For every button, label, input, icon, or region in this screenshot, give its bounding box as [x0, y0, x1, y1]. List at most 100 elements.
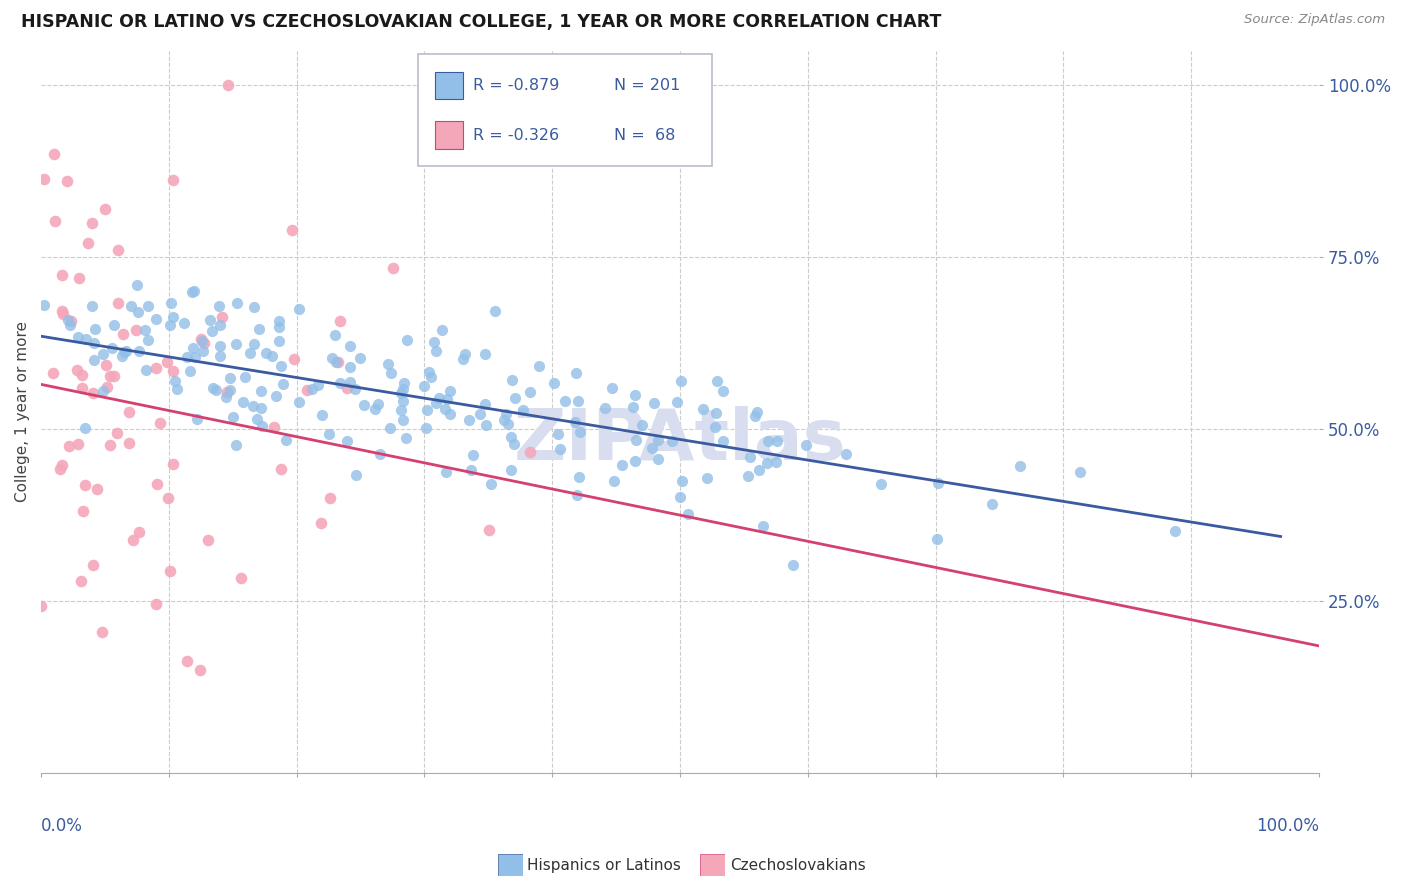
- Text: Hispanics or Latinos: Hispanics or Latinos: [527, 858, 681, 872]
- Point: [706, 374, 728, 388]
- Point: [149, 416, 172, 430]
- Point: [215, 390, 238, 404]
- Point: [229, 571, 252, 585]
- Point: [145, 597, 167, 611]
- Text: 100.0%: 100.0%: [1256, 816, 1319, 835]
- Point: [492, 413, 515, 427]
- Point: [370, 447, 392, 461]
- Point: [395, 431, 418, 445]
- Point: [380, 366, 402, 380]
- Point: [756, 456, 779, 470]
- Point: [112, 326, 135, 341]
- Point: [547, 427, 569, 442]
- Point: [198, 312, 221, 326]
- Point: [191, 344, 214, 359]
- Point: [711, 434, 734, 448]
- Point: [98, 438, 121, 452]
- Point: [1164, 524, 1187, 539]
- Point: [51, 268, 73, 282]
- Point: [209, 338, 232, 352]
- Point: [205, 383, 228, 397]
- Bar: [434, 121, 463, 149]
- Point: [395, 333, 418, 347]
- Point: [105, 426, 128, 441]
- Text: R = -0.879: R = -0.879: [472, 78, 560, 93]
- Point: [318, 427, 340, 442]
- Point: [225, 438, 247, 452]
- Point: [128, 343, 150, 358]
- Point: [70, 368, 93, 382]
- Point: [225, 337, 247, 351]
- Point: [66, 363, 89, 377]
- Point: [336, 381, 359, 395]
- Point: [416, 402, 439, 417]
- Point: [519, 444, 541, 458]
- Point: [610, 458, 633, 472]
- Point: [329, 313, 352, 327]
- Point: [451, 351, 474, 366]
- Point: [630, 418, 652, 433]
- Point: [569, 425, 592, 440]
- Point: [478, 523, 501, 537]
- Point: [274, 433, 297, 447]
- Point: [269, 314, 291, 328]
- Point: [101, 341, 124, 355]
- Point: [118, 435, 141, 450]
- Point: [499, 430, 522, 444]
- Point: [794, 438, 817, 452]
- Point: [505, 391, 527, 405]
- Point: [193, 336, 215, 351]
- Point: [378, 421, 401, 435]
- Point: [271, 376, 294, 391]
- Point: [247, 321, 270, 335]
- Point: [430, 323, 453, 337]
- Point: [624, 388, 647, 402]
- Point: [69, 270, 91, 285]
- Point: [425, 343, 447, 358]
- Point: [377, 357, 399, 371]
- Point: [382, 260, 405, 275]
- Point: [756, 434, 779, 449]
- Point: [145, 360, 167, 375]
- Point: [418, 365, 440, 379]
- FancyBboxPatch shape: [418, 54, 711, 166]
- Point: [103, 318, 125, 332]
- Text: HISPANIC OR LATINO VS CZECHOSLOVAKIAN COLLEGE, 1 YEAR OR MORE CORRELATION CHART: HISPANIC OR LATINO VS CZECHOSLOVAKIAN CO…: [21, 13, 942, 31]
- Point: [738, 450, 761, 464]
- Point: [82, 558, 104, 572]
- Point: [568, 470, 591, 484]
- Point: [98, 368, 121, 383]
- Point: [692, 402, 714, 417]
- Point: [232, 395, 254, 409]
- Point: [1008, 459, 1031, 474]
- Point: [162, 457, 184, 471]
- Point: [343, 382, 366, 396]
- Point: [415, 421, 437, 435]
- Point: [70, 574, 93, 589]
- Point: [711, 384, 734, 398]
- Bar: [434, 71, 463, 99]
- Point: [392, 394, 415, 409]
- Text: ZIPAtlas: ZIPAtlas: [513, 407, 846, 475]
- Point: [166, 382, 188, 396]
- Point: [219, 383, 242, 397]
- Point: [135, 362, 157, 376]
- Point: [107, 296, 129, 310]
- Point: [115, 343, 138, 358]
- Point: [621, 401, 644, 415]
- Point: [624, 434, 647, 448]
- Point: [745, 405, 768, 419]
- Point: [270, 462, 292, 476]
- Point: [269, 320, 291, 334]
- Text: N =  68: N = 68: [613, 128, 675, 143]
- Point: [287, 302, 309, 317]
- Point: [233, 370, 256, 384]
- Point: [83, 353, 105, 368]
- Point: [668, 490, 690, 504]
- Text: 0.0%: 0.0%: [41, 816, 83, 835]
- Point: [118, 404, 141, 418]
- Point: [263, 419, 285, 434]
- Point: [222, 410, 245, 425]
- Point: [111, 349, 134, 363]
- Point: [463, 448, 485, 462]
